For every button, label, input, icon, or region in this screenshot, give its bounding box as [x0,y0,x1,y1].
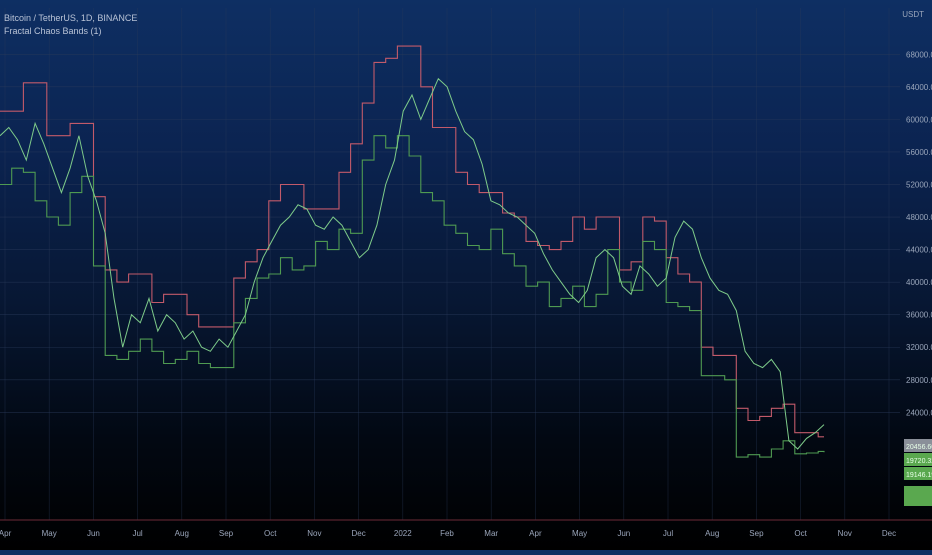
x-tick-label: Nov [307,529,321,538]
y-tick-label: 32000.00 [906,343,932,352]
x-tick-label: Jun [617,529,630,538]
price-badge [904,439,932,452]
grid [0,8,900,520]
y-tick-label: 60000.00 [906,115,932,124]
lower-band-line [0,135,825,458]
y-tick-label: 56000.00 [906,148,932,157]
y-tick-label: 68000.00 [906,50,932,59]
x-tick-label: 2022 [394,529,412,538]
currency-unit-label: USDT [902,10,924,19]
x-tick-label: Sep [749,529,764,538]
x-tick-label: Mar [484,529,498,538]
x-tick-label: Sep [219,529,234,538]
x-tick-label: Jul [132,529,142,538]
price-scale-highlight [904,486,932,506]
x-tick-label: Apr [529,529,542,538]
x-axis[interactable]: Apr May Jun Jul Aug Sep Oct Nov Dec 2022 Feb Mar Apr… [0,519,932,538]
x-tick-label: Apr [0,529,12,538]
y-axis[interactable]: 68000.00 64000.00 60000.00 56000.00 52000.00… [906,50,932,417]
y-tick-label: 36000.00 [906,311,932,320]
x-tick-label: Oct [794,529,807,538]
y-tick-label: 40000.00 [906,278,932,287]
y-tick-label: 48000.00 [906,213,932,222]
price-line [0,77,825,450]
x-tick-label: Jul [663,529,673,538]
indicator-title[interactable]: Fractal Chaos Bands (1) [4,26,102,36]
x-tick-label: Aug [705,529,719,538]
y-tick-label: 64000.00 [906,83,932,92]
x-tick-label: Aug [175,529,189,538]
x-tick-label: Feb [440,529,454,538]
x-tick-label: Oct [264,529,277,538]
x-tick-label: Dec [351,529,365,538]
price-badge-label: 19720.32 [906,458,932,465]
price-badge [904,467,932,480]
x-tick-label: Nov [838,529,852,538]
x-tick-label: May [42,529,57,538]
x-tick-label: May [572,529,587,538]
y-tick-label: 24000.00 [906,408,932,417]
symbol-title[interactable]: Bitcoin / TetherUS, 1D, BINANCE [4,13,138,23]
series-layer [0,45,825,458]
price-badge-label: 19146.19 [906,472,932,479]
chart-legend[interactable]: Bitcoin / TetherUS, 1D, BINANCE Fractal … [4,12,137,38]
x-tick-label: Jun [87,529,100,538]
y-tick-label: 28000.00 [906,376,932,385]
y-tick-label: 52000.00 [906,180,932,189]
price-badge-label: 20456.60 [906,444,932,451]
x-tick-label: Dec [882,529,896,538]
upper-band-line [0,45,824,438]
price-badge [904,453,932,466]
price-badges: 20456.60 19720.32 19146.19 [904,439,932,506]
y-tick-label: 44000.00 [906,246,932,255]
